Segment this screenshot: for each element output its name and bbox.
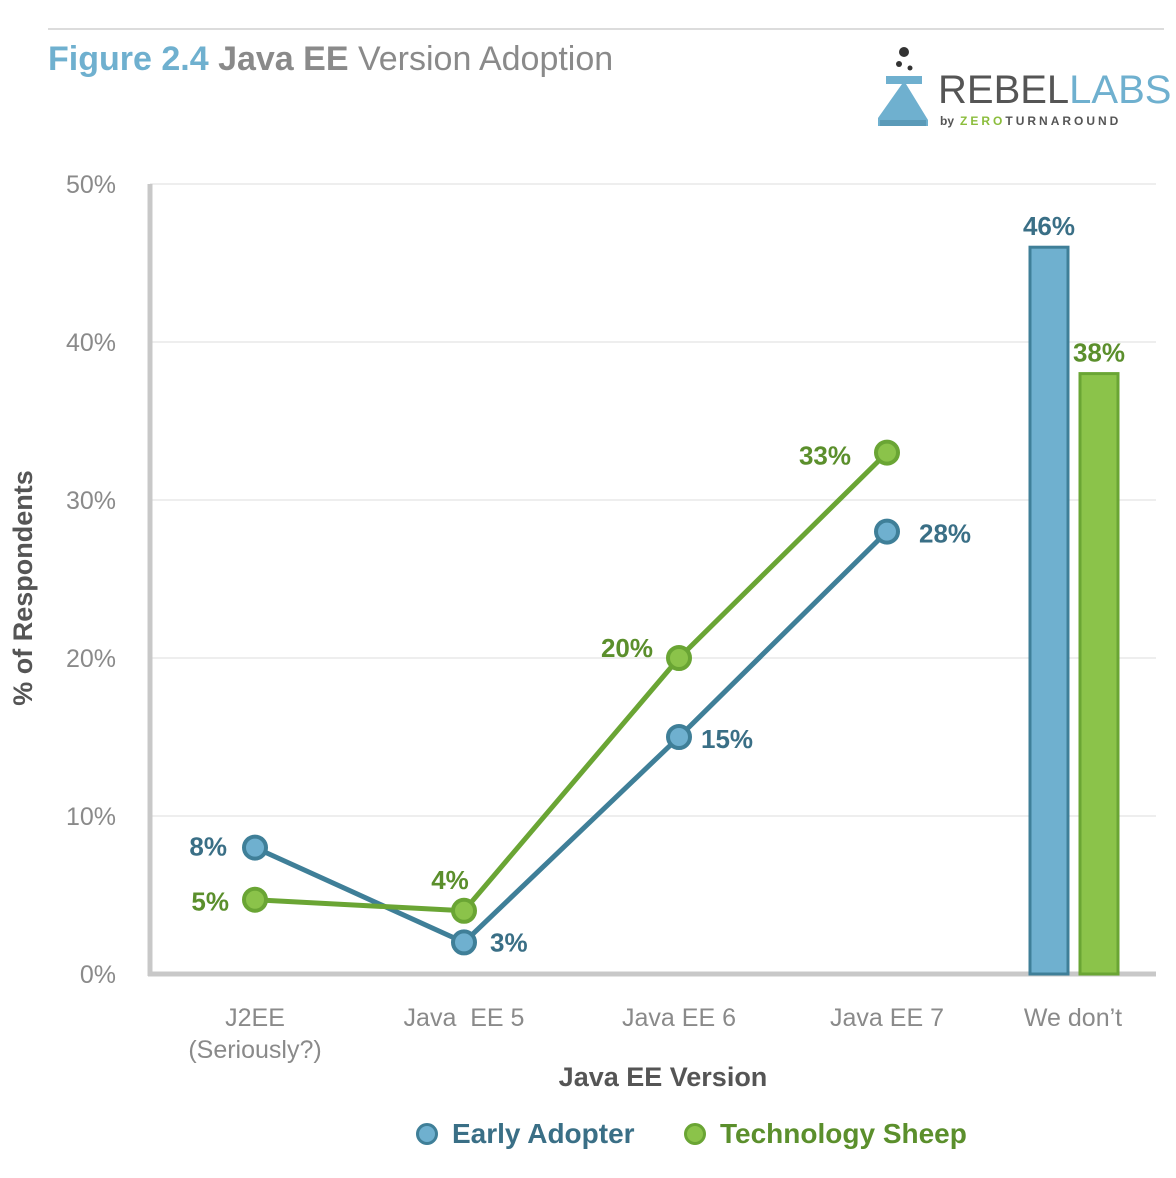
logo-rebel: REBEL xyxy=(938,68,1070,112)
y-tick-label: 10% xyxy=(66,803,116,831)
legend-item-early-adopter: Early Adopter xyxy=(416,1118,635,1150)
data-label: 4% xyxy=(431,865,469,895)
data-label: 15% xyxy=(701,724,753,754)
data-label: 28% xyxy=(919,519,971,549)
data-label: 3% xyxy=(490,927,528,957)
x-tick-label: J2EE xyxy=(225,1004,285,1032)
figure-title: Figure 2.4 Java EE Version Adoption xyxy=(48,40,613,79)
data-label: 8% xyxy=(189,832,227,862)
data-point xyxy=(874,518,900,545)
data-label: 5% xyxy=(191,887,229,917)
logo-labs: LABS xyxy=(1069,68,1172,112)
logo-turnaround: TURNAROUND xyxy=(1005,114,1122,128)
logo-zero: ZERO xyxy=(960,114,1006,128)
x-tick-label: (Seriously?) xyxy=(188,1036,321,1064)
data-point xyxy=(666,645,692,671)
data-label: 20% xyxy=(601,633,653,663)
top-rule xyxy=(48,28,1164,30)
x-tick-label: Java EE 6 xyxy=(622,1004,736,1032)
legend-label-technology-sheep: Technology Sheep xyxy=(720,1118,967,1149)
y-tick-label: 20% xyxy=(66,645,116,673)
bar-technology-sheep xyxy=(1078,372,1120,976)
x-axis-title: Java EE Version xyxy=(559,1062,768,1092)
data-point xyxy=(451,897,477,924)
data-point xyxy=(666,724,692,750)
legend-label-early-adopter: Early Adopter xyxy=(452,1118,635,1149)
x-tick-label: We don’t xyxy=(1024,1004,1122,1032)
rebellabs-logo: REBELLABS by ZEROTURNAROUND xyxy=(872,46,1171,130)
flask-icon xyxy=(878,47,928,126)
legend-marker-early-adopter xyxy=(416,1123,438,1145)
logo-wordmark: REBELLABS xyxy=(938,70,1171,110)
figure-title-rest: Version Adoption xyxy=(357,40,614,78)
y-tick-label: 0% xyxy=(80,961,116,989)
data-point xyxy=(451,929,477,956)
legend-item-technology-sheep: Technology Sheep xyxy=(684,1118,967,1150)
series-line-technology-sheep xyxy=(254,450,889,914)
figure-title-strong: Java EE xyxy=(218,40,349,78)
bar-value-label: 38% xyxy=(1073,338,1125,368)
legend-marker-technology-sheep xyxy=(684,1123,706,1145)
data-point xyxy=(874,439,900,466)
data-point xyxy=(242,886,268,913)
legend: Early Adopter Technology Sheep xyxy=(0,1118,1176,1158)
y-tick-label: 40% xyxy=(66,329,116,357)
series-line-early-adopter xyxy=(253,529,889,945)
bar-value-label: 46% xyxy=(1023,211,1075,241)
y-tick-label: 50% xyxy=(66,171,116,199)
data-label: 33% xyxy=(799,441,851,471)
x-tick-label: Java EE 7 xyxy=(830,1004,944,1032)
y-axis-title: % of Respondents xyxy=(8,470,38,706)
x-tick-label: Java EE 5 xyxy=(404,1004,525,1032)
figure-number: Figure 2.4 xyxy=(48,40,209,78)
chart: 0% 10% 20% 30% 40% 50% J2EE (Seriously?) Java EE… xyxy=(8,171,1156,1092)
data-point xyxy=(242,834,268,861)
logo-subtitle: by ZEROTURNAROUND xyxy=(940,114,1121,128)
y-tick-label: 30% xyxy=(66,487,116,515)
logo-by: by xyxy=(940,114,955,128)
bar-early-adopter xyxy=(1028,245,1070,976)
